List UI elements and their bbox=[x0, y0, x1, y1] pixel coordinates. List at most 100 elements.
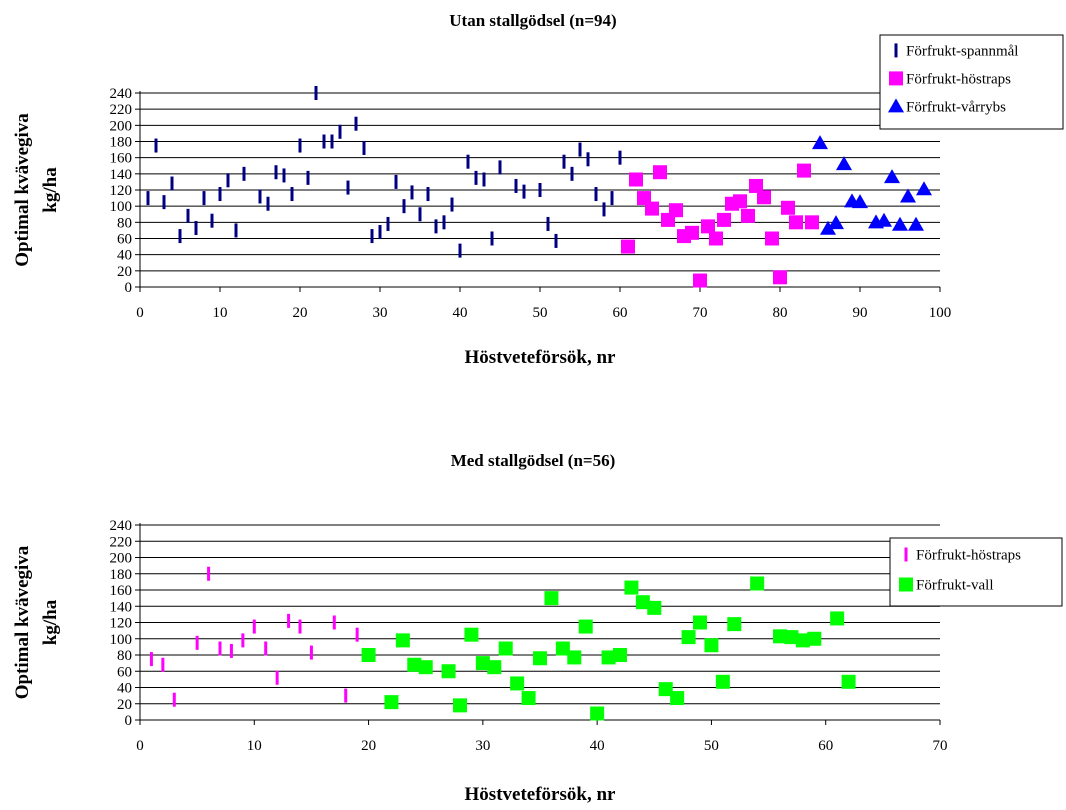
y-axis-title-line1: Optimal kvävegiva bbox=[12, 545, 33, 699]
data-point bbox=[474, 170, 478, 185]
data-point bbox=[670, 691, 685, 706]
data-point bbox=[434, 219, 438, 234]
y-tick-label: 60 bbox=[117, 664, 132, 680]
y-axis-title-line1: Optimal kvävegiva bbox=[12, 113, 33, 267]
legend-marker bbox=[904, 547, 908, 562]
data-point bbox=[186, 208, 190, 223]
data-point bbox=[773, 270, 787, 285]
data-point bbox=[402, 199, 406, 214]
data-point bbox=[458, 243, 462, 258]
data-point bbox=[715, 674, 730, 689]
y-tick-label: 140 bbox=[110, 167, 133, 183]
data-point bbox=[733, 194, 747, 209]
data-point bbox=[306, 170, 310, 185]
data-point bbox=[229, 643, 233, 658]
data-point bbox=[395, 633, 410, 648]
data-point bbox=[830, 611, 845, 626]
data-point bbox=[195, 635, 199, 650]
data-point bbox=[797, 163, 811, 178]
y-tick-label: 20 bbox=[117, 697, 132, 713]
data-point bbox=[586, 152, 590, 167]
y-tick-label: 160 bbox=[110, 583, 133, 599]
chart-utan-stallgodsel: Utan stallgödsel (n=94)02040608010012014… bbox=[12, 11, 1064, 368]
data-point bbox=[795, 633, 810, 648]
data-point bbox=[681, 630, 696, 645]
data-point bbox=[836, 156, 852, 171]
data-point bbox=[624, 580, 639, 595]
data-point bbox=[610, 191, 614, 206]
legend-box bbox=[889, 537, 1063, 607]
data-point bbox=[812, 135, 828, 150]
y-tick-label: 40 bbox=[117, 248, 132, 264]
data-point bbox=[442, 215, 446, 230]
x-tick-label: 50 bbox=[704, 738, 719, 754]
data-point bbox=[555, 641, 570, 656]
legend: Förfrukt-spannmål Förfrukt-höstraps Förfru… bbox=[879, 34, 1064, 130]
y-tick-label: 80 bbox=[117, 648, 132, 664]
legend-marker bbox=[888, 98, 904, 113]
data-point bbox=[658, 682, 673, 697]
data-point bbox=[194, 220, 198, 235]
y-axis-title-line2: kg/ha bbox=[40, 167, 61, 213]
data-point bbox=[407, 657, 422, 672]
data-point bbox=[510, 676, 525, 691]
x-tick-label: 50 bbox=[533, 305, 548, 321]
data-point bbox=[362, 140, 366, 155]
data-point bbox=[298, 619, 302, 634]
legend-marker bbox=[899, 577, 913, 592]
data-point bbox=[178, 229, 182, 244]
y-tick-label: 160 bbox=[110, 151, 133, 167]
data-point bbox=[828, 215, 844, 230]
series-1 bbox=[361, 576, 856, 721]
series-1 bbox=[621, 163, 819, 288]
data-point bbox=[602, 202, 606, 217]
data-point bbox=[218, 187, 222, 202]
data-point bbox=[241, 633, 245, 648]
x-tick-label: 80 bbox=[773, 305, 788, 321]
legend-label: Förfrukt-höstraps bbox=[916, 548, 1021, 564]
data-point bbox=[522, 184, 526, 199]
data-point bbox=[784, 630, 799, 645]
x-tick-label: 10 bbox=[247, 738, 262, 754]
data-point bbox=[562, 154, 566, 169]
data-point bbox=[441, 664, 456, 679]
data-point bbox=[554, 233, 558, 248]
data-point bbox=[498, 160, 502, 175]
data-point bbox=[418, 660, 433, 675]
data-point bbox=[669, 203, 683, 218]
y-tick-label: 240 bbox=[110, 518, 133, 534]
data-point bbox=[876, 212, 892, 227]
data-point bbox=[264, 641, 268, 656]
data-point bbox=[908, 216, 924, 231]
data-point bbox=[514, 178, 518, 193]
x-tick-label: 90 bbox=[853, 305, 868, 321]
data-point bbox=[570, 166, 574, 181]
legend-marker bbox=[894, 43, 898, 58]
data-point bbox=[453, 698, 467, 713]
data-point bbox=[852, 194, 868, 209]
data-point bbox=[275, 670, 279, 685]
data-point bbox=[314, 86, 318, 100]
data-point bbox=[207, 566, 211, 581]
data-point bbox=[450, 197, 454, 212]
data-point bbox=[154, 138, 158, 153]
data-point bbox=[234, 223, 238, 238]
data-point bbox=[647, 600, 662, 615]
data-point bbox=[210, 213, 214, 228]
data-point bbox=[410, 185, 414, 200]
data-point bbox=[274, 165, 278, 180]
y-tick-label: 80 bbox=[117, 215, 132, 231]
y-tick-label: 240 bbox=[110, 86, 133, 102]
y-tick-label: 220 bbox=[110, 102, 133, 118]
data-point bbox=[613, 648, 627, 662]
data-point bbox=[693, 615, 707, 630]
y-tick-label: 120 bbox=[110, 616, 133, 632]
data-point bbox=[466, 154, 470, 169]
y-tick-label: 200 bbox=[110, 551, 133, 567]
x-tick-label: 30 bbox=[475, 738, 490, 754]
data-point bbox=[344, 688, 348, 703]
data-point bbox=[567, 650, 582, 665]
data-point bbox=[490, 231, 494, 246]
legend-label: Förfrukt-vårrybs bbox=[906, 99, 1006, 115]
